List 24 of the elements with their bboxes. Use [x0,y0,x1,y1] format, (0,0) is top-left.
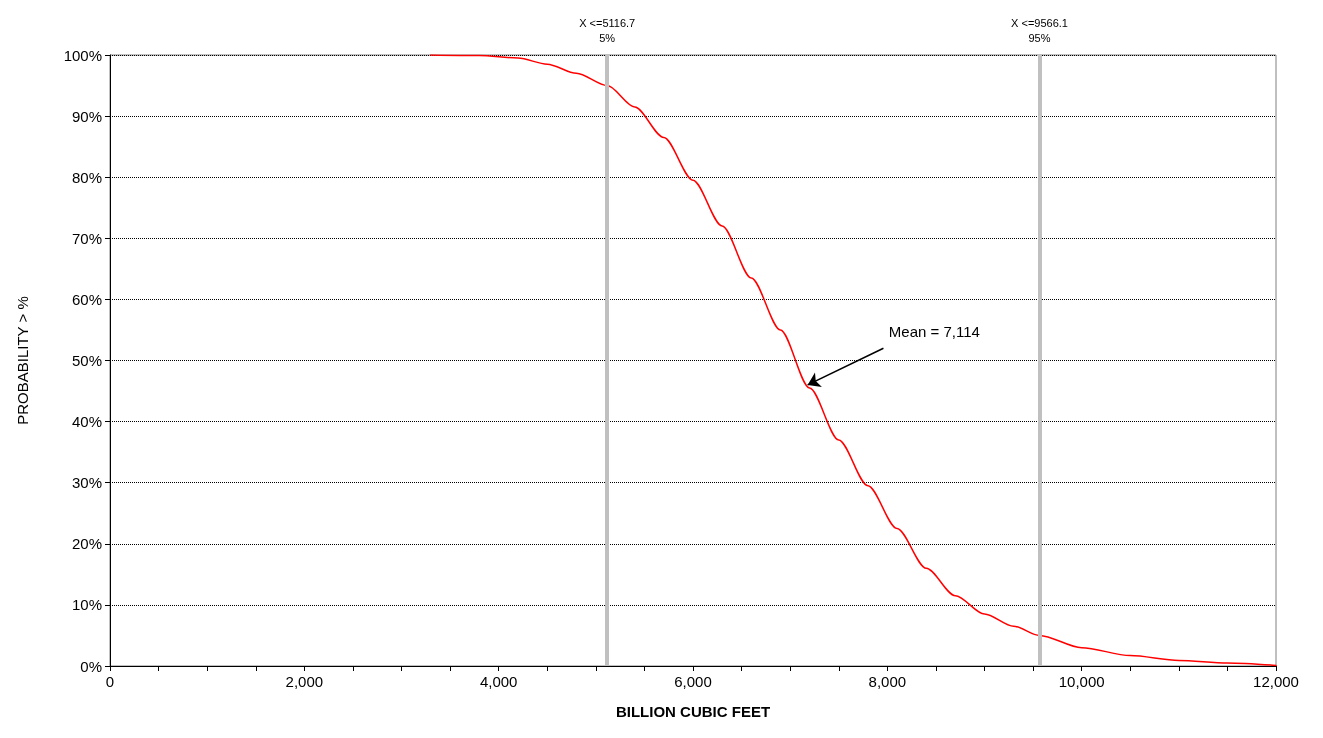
x-tick-label: 6,000 [674,673,712,690]
x-tick-label: 10,000 [1058,673,1105,690]
x-tick-label: 12,000 [1253,673,1299,690]
x-tick-label: 0 [105,673,115,690]
annotation: Mean = 7,114 [888,323,980,341]
y-tick-label: 0% [80,657,102,675]
y-tick-label: 90% [71,107,102,125]
y-tick-label: 100% [63,46,102,64]
line-series [429,54,1277,667]
y-tick-label: 60% [71,290,102,308]
y-axis-title: PROBABILITY > % [14,296,31,425]
y-tick-label: 40% [71,413,102,431]
ref-line-label: X <=5116.7 5% [579,16,636,44]
y-tick-label: 50% [71,352,102,369]
y-tick-label: 80% [71,168,102,186]
y-tick-label: 30% [71,474,102,492]
x-axis-title: BILLION CUBIC FEET [615,703,771,720]
x-tick-label: 4,000 [479,673,518,690]
y-tick-label: 70% [71,229,102,247]
ref-line-label: X <=9566.1 95% [1011,16,1068,44]
y-tick-label: 10% [71,596,102,614]
x-tick-label: 8,000 [868,673,907,690]
x-tick-label: 2,000 [285,673,324,690]
y-tick-label: 20% [71,535,102,553]
